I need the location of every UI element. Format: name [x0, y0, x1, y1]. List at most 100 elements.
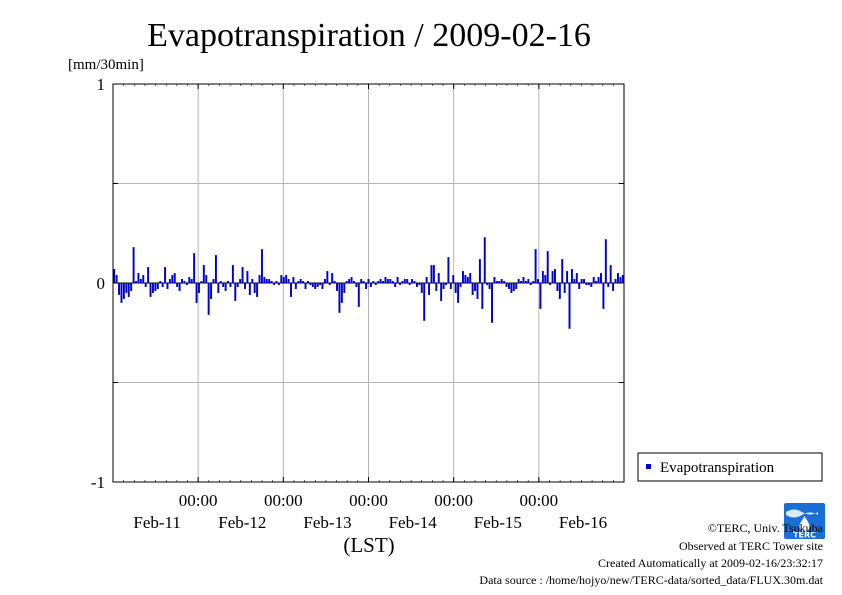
bar [425, 277, 428, 283]
bar [408, 283, 411, 285]
bar [585, 283, 588, 285]
bar [178, 283, 181, 291]
bar [142, 275, 145, 283]
bar [297, 281, 300, 283]
bar [595, 281, 598, 283]
bar [551, 271, 554, 283]
bar [183, 281, 186, 283]
bar [447, 257, 450, 283]
bar [399, 283, 401, 285]
bar [420, 283, 423, 293]
bar [483, 237, 486, 283]
x-tick-date-label: Feb-15 [474, 513, 522, 532]
bar [382, 281, 384, 283]
bar [587, 283, 590, 285]
bar [609, 265, 612, 283]
bar [459, 283, 462, 287]
bar [173, 273, 176, 283]
bar [202, 265, 205, 283]
legend-label: Evapotranspiration [660, 460, 775, 476]
bar [130, 283, 133, 291]
bar [423, 283, 426, 321]
bar [321, 283, 324, 289]
bar [507, 283, 510, 289]
bar [493, 277, 496, 283]
bar [282, 277, 285, 283]
x-tick-date-label: Feb-16 [559, 513, 607, 532]
bar [544, 275, 547, 283]
bar [578, 283, 581, 289]
bar [188, 277, 191, 283]
bar [476, 283, 479, 299]
bar [113, 269, 116, 283]
credit-copyright: ©TERC, Univ. Tsukuba [707, 521, 823, 535]
bar [457, 283, 460, 303]
credit-source: Data source : /home/hojyo/new/TERC-data/… [479, 573, 823, 587]
bar [115, 275, 118, 283]
bar [411, 279, 414, 283]
credit-created: Created Automatically at 2009-02-16/23:3… [598, 556, 823, 570]
bar [256, 283, 259, 297]
bar [275, 281, 278, 283]
bar [517, 279, 520, 283]
bar [418, 283, 421, 285]
x-tick-time-label: 00:00 [179, 491, 218, 510]
bar [566, 271, 569, 283]
bar [583, 279, 586, 283]
bar [285, 275, 288, 283]
bar [260, 249, 263, 283]
bar [304, 283, 307, 289]
bar [389, 279, 392, 283]
bar [464, 275, 467, 283]
bar [120, 283, 123, 303]
bar [316, 283, 319, 287]
bar [488, 283, 491, 289]
bar [445, 283, 447, 285]
bar [432, 265, 435, 283]
bar [273, 283, 276, 285]
bar [486, 283, 489, 285]
bar [561, 259, 564, 283]
bar [372, 281, 375, 283]
bar [600, 273, 602, 283]
bar [246, 271, 249, 283]
bar [549, 283, 552, 285]
bar [309, 283, 312, 285]
bar [415, 283, 418, 287]
bar [166, 283, 169, 289]
bar [386, 279, 389, 283]
bar [534, 249, 537, 283]
bar [350, 277, 353, 283]
credit-site: Observed at TERC Tower site [678, 539, 823, 553]
bar [171, 275, 174, 283]
y-tick-label: 0 [97, 274, 106, 293]
bar [556, 283, 559, 291]
bar [430, 265, 433, 283]
logo-drop [799, 516, 810, 532]
bar [193, 253, 196, 283]
bar [413, 281, 416, 283]
bar [205, 275, 208, 283]
bar [190, 279, 193, 283]
bar [374, 283, 377, 285]
bar [164, 267, 167, 283]
bar [466, 277, 469, 283]
bar [338, 283, 341, 313]
bar [619, 277, 622, 283]
bar [248, 283, 251, 295]
x-tick-time-label: 00:00 [264, 491, 303, 510]
bar [314, 283, 317, 289]
bar [118, 283, 121, 295]
bar [510, 283, 513, 293]
bar [122, 283, 125, 299]
bar [403, 279, 406, 283]
bar [435, 283, 438, 291]
bar [127, 283, 130, 297]
bar [268, 279, 271, 283]
bar [258, 275, 261, 283]
x-tick-date-label: Feb-11 [133, 513, 181, 532]
bar [239, 279, 242, 283]
bar [449, 283, 452, 289]
bar [294, 283, 297, 289]
bar [241, 267, 244, 283]
